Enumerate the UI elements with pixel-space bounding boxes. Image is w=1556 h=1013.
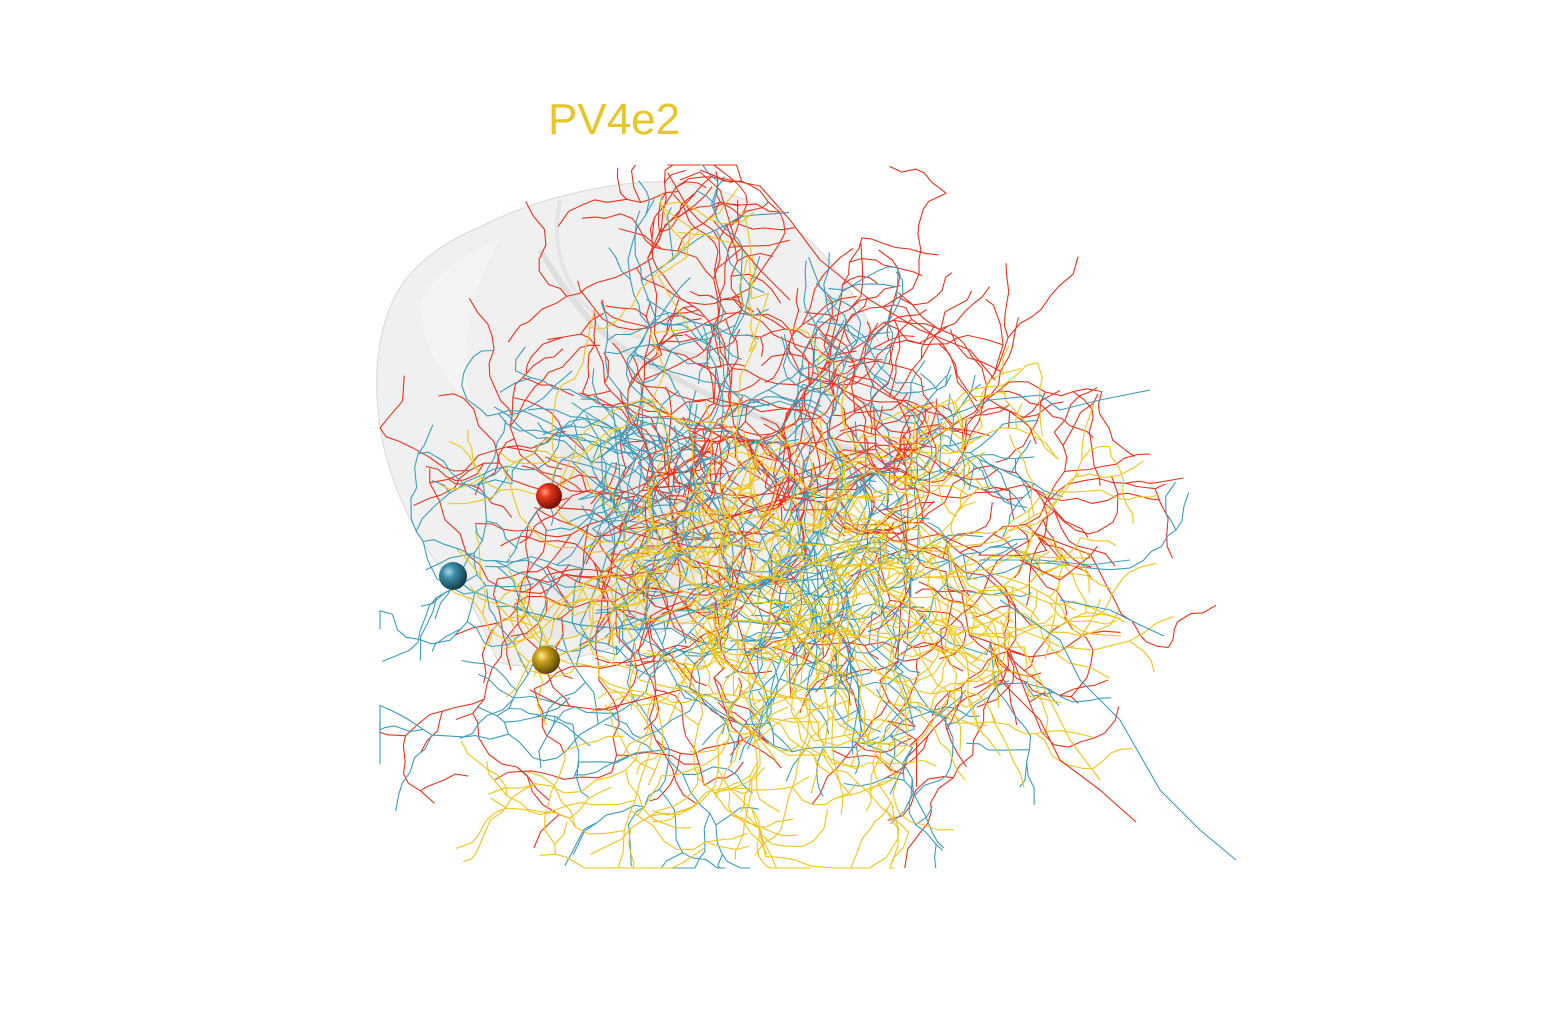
neuron-yellow-arbor-branch-branch xyxy=(705,842,749,850)
neuron-yellow-arbor-branch-branch xyxy=(555,822,567,845)
neuron-red-arbor-branch-branch xyxy=(420,711,442,753)
neuron-yellow-arbor-branch-branch xyxy=(846,736,867,743)
neuron-red-arbor-branch-branch xyxy=(650,753,681,801)
neuron-yellow-projection-branch-branch xyxy=(1081,538,1116,546)
neuron-red-arbor-branch-branch xyxy=(704,762,743,786)
neuron-blue-arbor-branch xyxy=(504,715,573,724)
neuron-yellow-arbor-branch-branch xyxy=(528,772,575,827)
neuron-red-arbor-branch-branch xyxy=(888,777,954,821)
neuron-red-projection-branch-branch xyxy=(665,170,686,182)
neuron-red-arbor-branch-branch xyxy=(380,724,406,736)
neuron-blue-arbor-branch-branch xyxy=(935,844,937,868)
neuron-red-arbor-branch xyxy=(964,382,1102,452)
neuron-red-soma[interactable] xyxy=(536,483,562,509)
neuron-yellow-arbor-branch-branch xyxy=(1101,490,1160,499)
neuron-red-arbor-branch-branch xyxy=(890,166,947,193)
neuron-red-projection-branch-branch xyxy=(1168,605,1215,647)
neuron-red-projection-branch xyxy=(962,317,1018,419)
neuron-red-arbor-branch xyxy=(905,755,973,868)
neuron-blue-arbor-branch-branch xyxy=(509,709,590,747)
neuron-blue-arbor-branch-branch xyxy=(396,735,432,811)
neuron-yellow-arbor-branch-branch xyxy=(931,630,955,694)
neuron-red-arbor-branch xyxy=(906,308,977,402)
neuron-yellow-soma[interactable] xyxy=(532,646,560,674)
neuron-blue-projection-branch xyxy=(1110,492,1189,569)
neuron-red-arbor-branch-branch xyxy=(996,392,1046,462)
neuron-blue-projection-branch-branch xyxy=(966,743,1029,750)
neuron-red-arbor-branch-branch xyxy=(946,717,967,767)
neuron-blue-arbor-branch-branch xyxy=(656,853,682,868)
neuron-type-label: PV4e2 xyxy=(548,95,680,144)
neuron-red-arbor-branch-branch xyxy=(420,774,468,791)
neuron-blue-arbor-branch xyxy=(382,588,453,661)
neuron-yellow-arbor-branch-branch xyxy=(1130,641,1155,672)
neuron-red-arbor-branch-branch xyxy=(940,287,990,330)
neuron-red-arbor-branch-branch xyxy=(1048,493,1160,503)
neuron-blue-arbor-branch-branch xyxy=(550,717,556,733)
neuron-red-arbor-branch-branch xyxy=(1004,263,1008,337)
neuron-blue-soma[interactable] xyxy=(439,562,467,590)
neuron-red-arbor-branch xyxy=(403,699,484,803)
neuron-blue-arbor-branch-branch xyxy=(380,611,393,630)
neuron-yellow-arbor-branch-branch xyxy=(1026,566,1060,587)
neuron-blue-projection-branch xyxy=(995,684,1030,787)
neuron-yellow-projection-branch-branch xyxy=(757,762,780,812)
neuron-red-arbor-branch-branch xyxy=(972,606,1009,618)
neuron-blue-arbor-branch-branch xyxy=(432,629,461,652)
neuron-yellow-projection-branch-branch xyxy=(1042,564,1089,575)
neuron-red-arbor-branch-branch xyxy=(988,399,1064,418)
neuron-blue-arbor-branch-branch xyxy=(460,698,514,738)
neuron-red-arbor-branch-branch xyxy=(862,238,939,255)
neuron-blue-projection-branch-branch xyxy=(1048,689,1059,706)
neuron-yellow-arbor-branch xyxy=(488,734,652,794)
neuron-blue-projection xyxy=(1000,600,1236,860)
neuron-yellow-arbor-branch-branch xyxy=(1064,601,1125,622)
neuron-yellow-arbor-branch xyxy=(729,788,798,836)
neuron-yellow-arbor-branch-branch xyxy=(1110,447,1134,524)
neuron-blue-arbor-branch-branch xyxy=(575,753,637,775)
neuron-yellow-arbor-branch-branch xyxy=(792,787,843,805)
neuron-red-projection-branch-branch xyxy=(1009,411,1010,428)
neuron-yellow-arbor-branch-branch xyxy=(463,784,536,862)
neuron-red-projection-branch-branch xyxy=(950,330,1000,372)
neuron-red-arbor-branch-branch xyxy=(1065,454,1151,471)
neuron-blue-arbor-branch-branch xyxy=(380,721,423,732)
neuron-blue-arbor-branch-branch xyxy=(915,738,953,795)
neuron-blue-arbor-branch-branch xyxy=(920,373,937,390)
neuron-blue-projection-branch-branch xyxy=(1027,762,1035,805)
neuron-yellow-arbor-branch-branch xyxy=(629,828,659,868)
